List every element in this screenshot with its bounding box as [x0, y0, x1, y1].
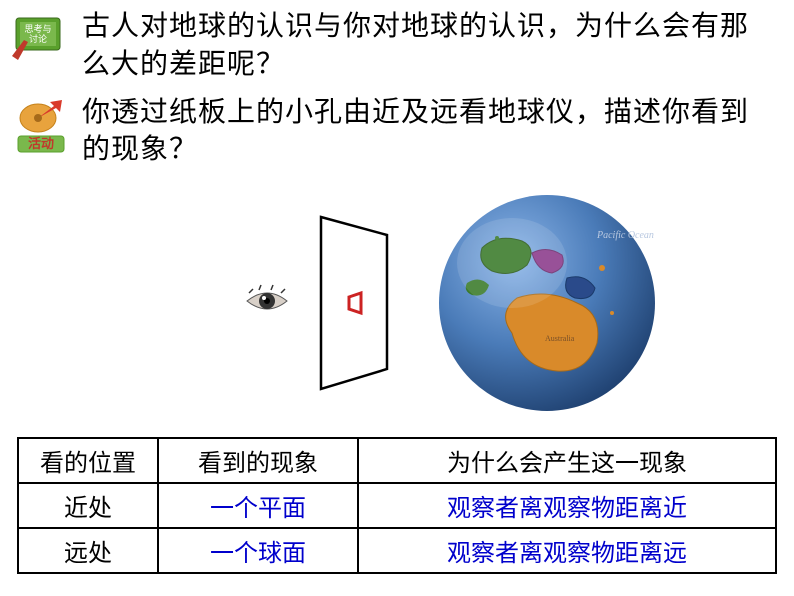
section-activity: 活动 你透过纸板上的小孔由近及远看地球仪，描述你看到的现象？ — [0, 84, 794, 170]
svg-text:思考与: 思考与 — [24, 24, 51, 34]
pinhole-board — [321, 217, 387, 389]
svg-text:讨论: 讨论 — [29, 33, 47, 44]
question-2-text: 你透过纸板上的小孔由近及远看地球仪，描述你看到的现象？ — [82, 94, 774, 170]
illustration-container: Pacific Ocean Australia — [0, 169, 794, 437]
table-row: 近处 一个平面 观察者离观察物距离近 — [18, 483, 776, 528]
observation-table: 看的位置 看到的现象 为什么会产生这一现象 近处 一个平面 观察者离观察物距离近… — [17, 437, 777, 574]
svg-text:Australia: Australia — [545, 334, 575, 343]
section-think-discuss: 思考与 讨论 古人对地球的认识与你对地球的认识，为什么会有那么大的差距呢？ — [0, 0, 794, 84]
table-header-row: 看的位置 看到的现象 为什么会产生这一现象 — [18, 438, 776, 483]
cell-phenomenon-far: 一个球面 — [158, 528, 358, 573]
experiment-diagram: Pacific Ocean Australia — [227, 179, 687, 427]
svg-text:活动: 活动 — [28, 136, 54, 151]
activity-icon: 活动 — [10, 98, 72, 161]
cell-reason-near: 观察者离观察物距离近 — [358, 483, 776, 528]
globe-icon: Pacific Ocean Australia — [439, 195, 655, 411]
svg-text:Pacific Ocean: Pacific Ocean — [596, 230, 654, 241]
header-phenomenon: 看到的现象 — [158, 438, 358, 483]
cell-phenomenon-near: 一个平面 — [158, 483, 358, 528]
cell-reason-far: 观察者离观察物距离远 — [358, 528, 776, 573]
header-position: 看的位置 — [18, 438, 158, 483]
row-label-near: 近处 — [18, 483, 158, 528]
row-label-far: 远处 — [18, 528, 158, 573]
eye-icon — [247, 285, 287, 309]
table-row: 远处 一个球面 观察者离观察物距离远 — [18, 528, 776, 573]
think-discuss-icon: 思考与 讨论 — [10, 12, 72, 69]
question-1-text: 古人对地球的认识与你对地球的认识，为什么会有那么大的差距呢？ — [82, 8, 774, 84]
header-reason: 为什么会产生这一现象 — [358, 438, 776, 483]
